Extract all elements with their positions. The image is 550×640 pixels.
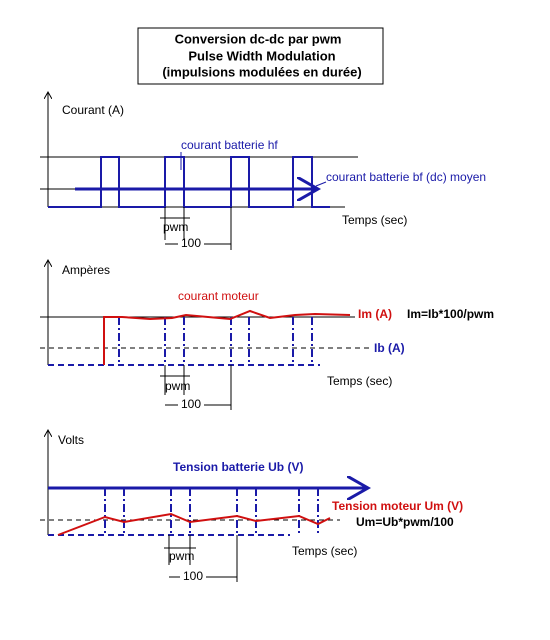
title: Pulse Width Modulation [188, 48, 335, 63]
label: Ib (A) [374, 341, 405, 355]
period-label: 100 [181, 236, 201, 250]
label: Tension batterie Ub (V) [173, 460, 303, 474]
title-box [137, 27, 384, 85]
axis-label: Courant (A) [62, 103, 124, 117]
axis-label: Volts [58, 433, 84, 447]
panel-current [40, 92, 358, 250]
panel-volts [40, 430, 368, 582]
x-label: Temps (sec) [342, 213, 407, 227]
title: (impulsions modulées en durée) [162, 64, 361, 79]
period-label: 100 [183, 569, 203, 583]
x-label: Temps (sec) [327, 374, 392, 388]
axis-label: Ampères [62, 263, 110, 277]
pwm-label: pwm [165, 379, 190, 393]
label: Um=Ub*pwm/100 [356, 515, 454, 529]
label: courant moteur [178, 289, 259, 303]
label: Im (A) [358, 307, 392, 321]
label: courant batterie hf [181, 138, 278, 152]
pwm-label: pwm [163, 220, 188, 234]
pwm-label: pwm [169, 549, 194, 563]
panel-amperes [40, 260, 370, 410]
x-label: Temps (sec) [292, 544, 357, 558]
title: Conversion dc-dc par pwm [175, 31, 342, 46]
label: Tension moteur Um (V) [332, 499, 463, 513]
label: Im=Ib*100/pwm [407, 307, 494, 321]
label: courant batterie bf (dc) moyen [326, 170, 486, 184]
period-label: 100 [181, 397, 201, 411]
